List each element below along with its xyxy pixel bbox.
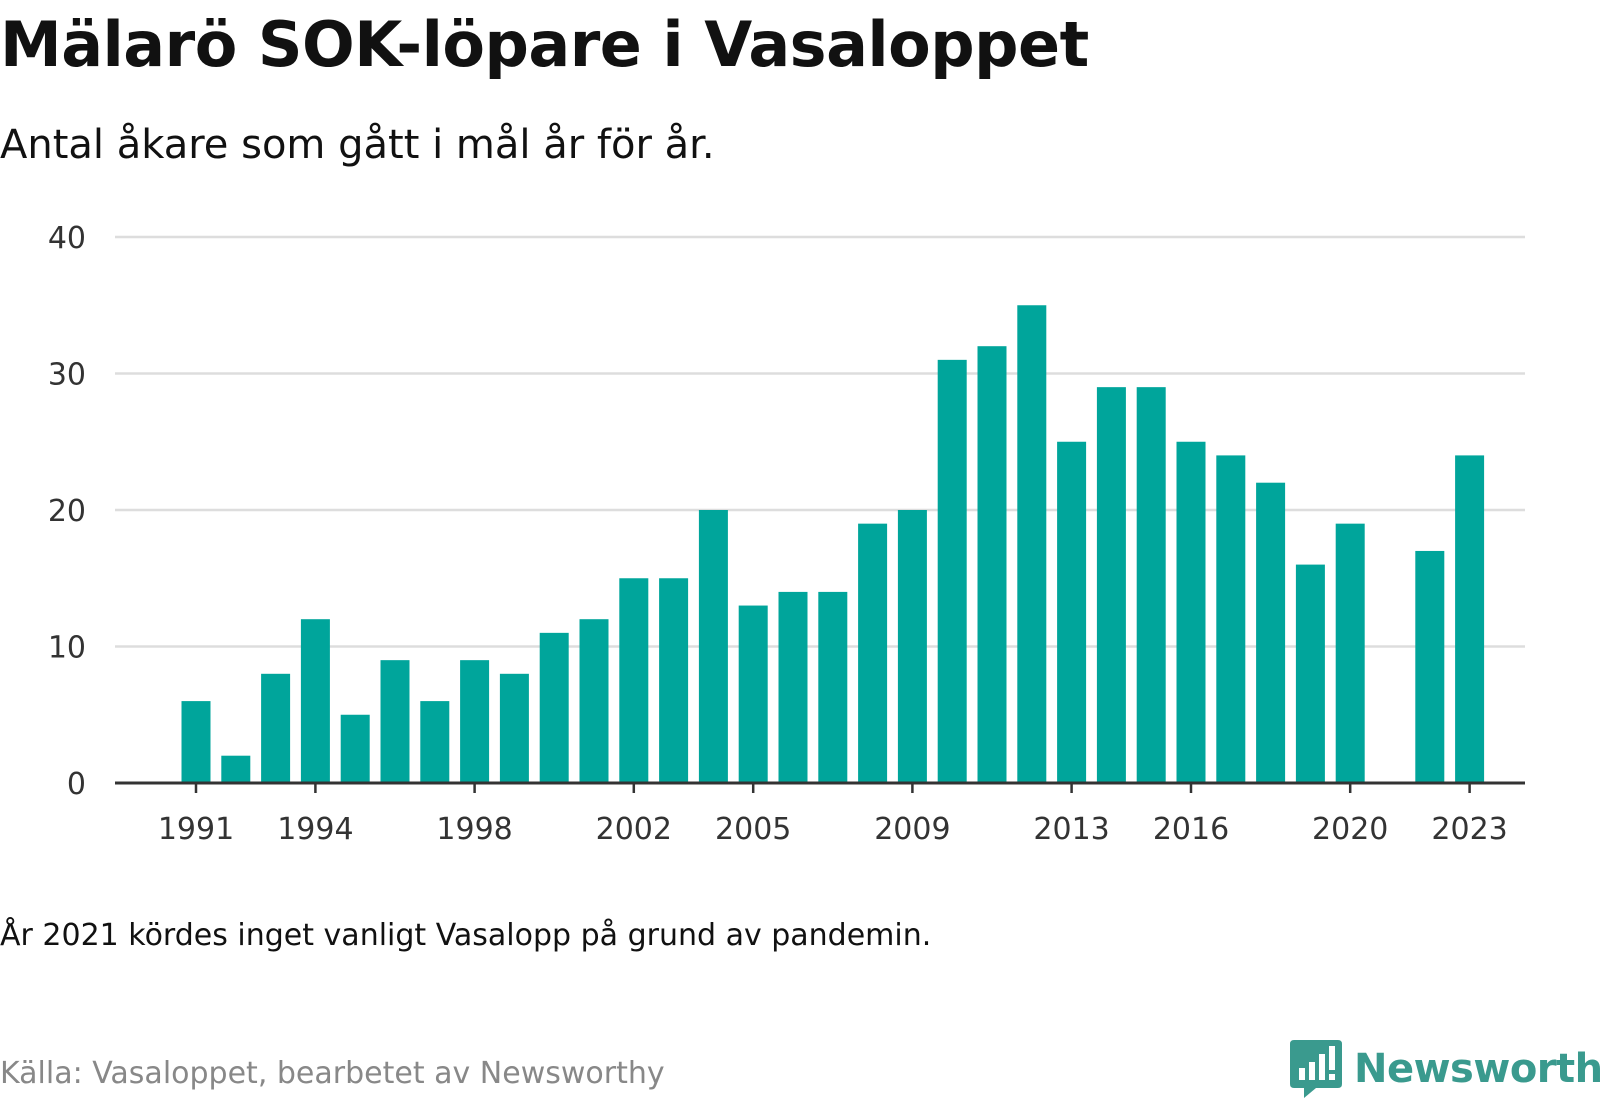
bar-2012 (1017, 305, 1047, 783)
bar-2007 (818, 591, 848, 783)
y-tick-label: 20 (48, 494, 86, 529)
bar-1997 (420, 701, 450, 783)
newsworthy-logo-icon (1290, 1040, 1342, 1098)
y-tick-label: 0 (67, 767, 86, 802)
bar-2014 (1096, 387, 1126, 783)
bar-2022 (1415, 550, 1445, 783)
bar-1993 (261, 673, 291, 783)
bar-2010 (937, 359, 967, 783)
x-tick-label: 2013 (1033, 812, 1109, 847)
brand-logo: Newsworthy (1290, 1040, 1600, 1098)
x-tick-label: 2020 (1312, 812, 1388, 847)
bar-1996 (380, 660, 410, 783)
bars (181, 305, 1485, 783)
x-tick-label: 2005 (715, 812, 791, 847)
bar-1998 (460, 660, 490, 783)
bar-2000 (539, 632, 569, 783)
bar-2006 (778, 591, 808, 783)
y-tick-label: 40 (48, 221, 86, 256)
footnote: År 2021 kördes inget vanligt Vasalopp på… (0, 918, 932, 953)
bar-1995 (340, 714, 370, 783)
bar-2009 (897, 510, 927, 783)
x-tick-label: 1991 (158, 812, 234, 847)
bar-2008 (858, 523, 888, 783)
bar-1994 (300, 619, 330, 783)
bar-2015 (1136, 387, 1166, 783)
x-tick-label: 1998 (436, 812, 512, 847)
bar-2023 (1455, 455, 1485, 783)
x-tick-label: 1994 (277, 812, 353, 847)
x-tick-label: 2016 (1153, 812, 1229, 847)
y-tick-label: 30 (48, 358, 86, 393)
chart-subtitle: Antal åkare som gått i mål år för år. (0, 122, 715, 168)
bar-2004 (698, 510, 728, 783)
bar-2002 (619, 578, 649, 783)
bar-2013 (1057, 441, 1087, 783)
x-axis: 1991 1994 1998 2002 2005 2009 2013 2016 2020 2023 (115, 781, 1525, 847)
chart-title: Mälarö SOK-löpare i Vasaloppet (0, 8, 1089, 81)
bar-chart: 0 10 20 30 40 1991 1994 1998 2002 2005 2009 2013 20… (48, 221, 1525, 847)
bar-2016 (1176, 441, 1206, 783)
bar-2011 (977, 346, 1007, 783)
x-tick-label: 2009 (874, 812, 950, 847)
y-axis-labels: 0 10 20 30 40 (48, 221, 86, 802)
bar-1992 (221, 755, 251, 783)
source-credit: Källa: Vasaloppet, bearbetet av Newswort… (0, 1056, 665, 1091)
brand-name: Newsworthy (1354, 1046, 1600, 1092)
bar-2020 (1335, 523, 1365, 783)
x-tick-label: 2002 (596, 812, 672, 847)
bar-1991 (181, 701, 211, 783)
bar-2018 (1256, 482, 1286, 783)
bar-2017 (1216, 455, 1246, 783)
x-tick-label: 2023 (1431, 812, 1507, 847)
bar-2001 (579, 619, 609, 783)
bar-2019 (1295, 564, 1325, 783)
bar-2003 (659, 578, 689, 783)
y-tick-label: 10 (48, 631, 86, 666)
bar-2005 (738, 605, 768, 783)
bar-1999 (499, 673, 529, 783)
